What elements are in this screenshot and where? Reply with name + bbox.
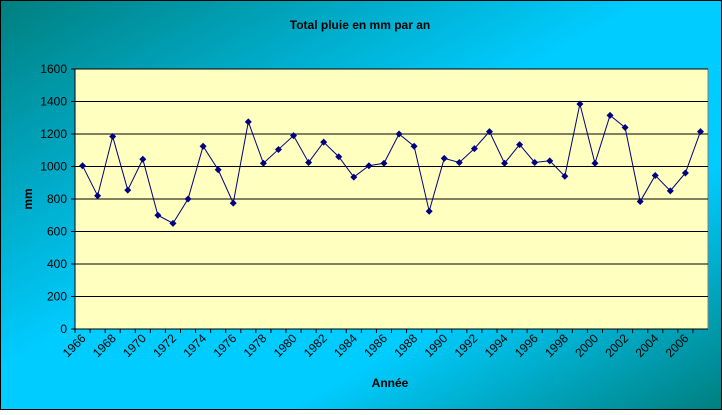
data-point xyxy=(591,159,599,167)
data-point xyxy=(214,166,222,174)
data-point xyxy=(501,159,509,167)
data-point xyxy=(154,211,162,219)
data-point xyxy=(184,195,192,203)
data-point xyxy=(636,197,644,205)
data-point xyxy=(380,159,388,167)
data-point xyxy=(199,142,207,150)
y-axis-label: mm xyxy=(21,188,35,209)
data-point xyxy=(606,111,614,119)
data-point xyxy=(666,187,674,195)
y-tick-label: 1600 xyxy=(40,62,67,76)
data-point xyxy=(681,169,689,177)
data-point xyxy=(290,132,298,140)
data-point xyxy=(651,171,659,179)
data-point xyxy=(455,158,463,166)
data-point xyxy=(244,118,252,126)
data-point xyxy=(696,128,704,136)
data-point xyxy=(109,132,117,140)
y-tick-label: 1400 xyxy=(40,95,67,109)
data-point xyxy=(470,145,478,153)
chart-title: Total pluie en mm par an xyxy=(290,18,430,32)
data-point xyxy=(259,159,267,167)
y-tick-label: 1200 xyxy=(40,127,67,141)
data-point xyxy=(274,145,282,153)
data-point xyxy=(350,173,358,181)
data-point xyxy=(516,141,524,149)
data-point xyxy=(79,162,87,170)
data-point xyxy=(229,199,237,207)
data-point xyxy=(305,158,313,166)
data-point xyxy=(425,207,433,215)
y-tick-label: 0 xyxy=(60,322,67,336)
data-point xyxy=(546,157,554,165)
y-tick-label: 1000 xyxy=(40,160,67,174)
data-point xyxy=(124,186,132,194)
data-point xyxy=(621,124,629,131)
data-point xyxy=(139,155,147,163)
data-point xyxy=(410,142,418,150)
data-point xyxy=(365,162,373,170)
x-axis-label: Année xyxy=(372,376,409,390)
data-point xyxy=(561,172,569,180)
data-point xyxy=(531,158,539,166)
y-tick-label: 400 xyxy=(47,257,67,271)
data-point xyxy=(335,153,343,161)
data-point xyxy=(576,100,584,108)
series-line xyxy=(82,103,701,225)
y-tick-label: 600 xyxy=(47,225,67,239)
y-tick-label: 800 xyxy=(47,192,67,206)
data-point xyxy=(94,192,102,200)
data-point xyxy=(395,130,403,138)
data-point xyxy=(485,128,493,136)
y-tick-label: 200 xyxy=(47,290,67,304)
data-point xyxy=(440,154,448,162)
data-point xyxy=(320,138,328,146)
data-point xyxy=(169,219,177,227)
